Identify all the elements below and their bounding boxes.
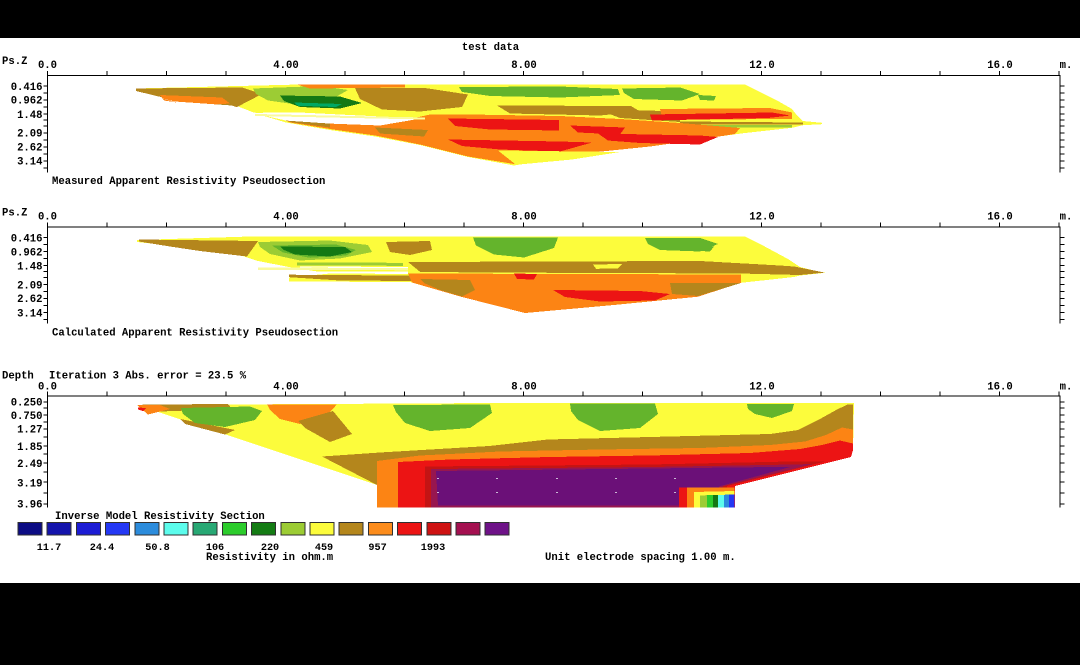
svg-text:0.416: 0.416 <box>11 234 43 246</box>
svg-text:m.: m. <box>1060 212 1073 224</box>
svg-text:1.27: 1.27 <box>17 425 42 437</box>
svg-text:1.48: 1.48 <box>17 110 42 122</box>
svg-text:220: 220 <box>261 543 279 554</box>
svg-text:3.19: 3.19 <box>17 478 42 490</box>
svg-text:0.750: 0.750 <box>11 411 43 423</box>
svg-text:16.0: 16.0 <box>987 212 1012 224</box>
svg-text:Ps.Z: Ps.Z <box>2 56 27 68</box>
svg-text:0.416: 0.416 <box>11 82 43 94</box>
svg-text:8.00: 8.00 <box>511 212 536 224</box>
svg-text:0.962: 0.962 <box>11 247 43 259</box>
svg-text:Measured Apparent Resistivity: Measured Apparent Resistivity Pseudosect… <box>52 176 325 188</box>
svg-text:3.96: 3.96 <box>17 500 42 512</box>
svg-text:2.62: 2.62 <box>17 143 42 155</box>
svg-text:1993: 1993 <box>421 543 445 554</box>
svg-text:16.0: 16.0 <box>987 60 1012 72</box>
svg-text:Iteration 3 Abs. error = 23.5: Iteration 3 Abs. error = 23.5 % <box>49 371 247 383</box>
svg-text:3.14: 3.14 <box>17 157 43 169</box>
svg-text:8.00: 8.00 <box>511 382 536 394</box>
svg-text:1.85: 1.85 <box>17 442 42 454</box>
svg-text:Unit electrode spacing 1.00 m.: Unit electrode spacing 1.00 m. <box>545 552 736 564</box>
svg-text:2.09: 2.09 <box>17 129 42 141</box>
svg-text:4.00: 4.00 <box>273 212 298 224</box>
svg-text:106: 106 <box>206 543 224 554</box>
svg-text:4.00: 4.00 <box>273 382 298 394</box>
svg-text:0.250: 0.250 <box>11 397 43 409</box>
svg-text:957: 957 <box>368 543 386 554</box>
svg-text:459: 459 <box>315 543 333 554</box>
svg-text:0.0: 0.0 <box>38 382 57 394</box>
svg-text:24.4: 24.4 <box>90 543 114 554</box>
svg-text:2.49: 2.49 <box>17 459 42 471</box>
svg-text:2.62: 2.62 <box>17 294 42 306</box>
svg-text:Inverse Model Resistivity Sect: Inverse Model Resistivity Section <box>55 511 265 523</box>
svg-text:m.: m. <box>1060 60 1073 72</box>
svg-text:50.8: 50.8 <box>145 543 169 554</box>
svg-text:Depth: Depth <box>2 371 34 383</box>
svg-text:3.14: 3.14 <box>17 308 43 320</box>
svg-text:Resistivity in ohm.m: Resistivity in ohm.m <box>206 552 333 564</box>
svg-text:12.0: 12.0 <box>749 60 774 72</box>
svg-text:0.0: 0.0 <box>38 212 57 224</box>
svg-text:0.962: 0.962 <box>11 96 43 108</box>
svg-text:Calculated Apparent Resistivit: Calculated Apparent Resistivity Pseudose… <box>52 328 338 340</box>
svg-text:m.: m. <box>1060 382 1073 394</box>
svg-text:16.0: 16.0 <box>987 382 1012 394</box>
svg-text:2.09: 2.09 <box>17 280 42 292</box>
svg-text:12.0: 12.0 <box>749 212 774 224</box>
svg-text:8.00: 8.00 <box>511 60 536 72</box>
svg-text:11.7: 11.7 <box>37 543 61 554</box>
svg-text:Ps.Z: Ps.Z <box>2 208 27 220</box>
svg-text:0.0: 0.0 <box>38 60 57 72</box>
svg-text:1.48: 1.48 <box>17 262 42 274</box>
svg-text:test data: test data <box>462 42 520 54</box>
svg-text:12.0: 12.0 <box>749 382 774 394</box>
svg-text:4.00: 4.00 <box>273 60 298 72</box>
